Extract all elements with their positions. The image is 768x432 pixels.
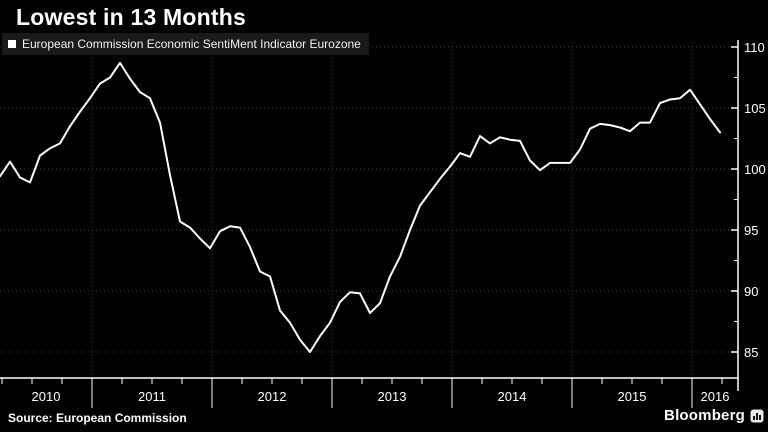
source-note: Source: European Commission <box>8 411 187 425</box>
legend: European Commission Economic SentiMent I… <box>2 33 369 55</box>
legend-label: European Commission Economic SentiMent I… <box>22 37 361 51</box>
bar-chart-icon <box>750 409 764 422</box>
sentiment-series-line <box>0 61 721 353</box>
page-title: Lowest in 13 Months <box>16 4 246 30</box>
bloomberg-logo: Bloomberg <box>664 407 764 424</box>
legend-swatch-icon <box>8 40 16 48</box>
bloomberg-wordmark: Bloomberg <box>664 407 745 424</box>
